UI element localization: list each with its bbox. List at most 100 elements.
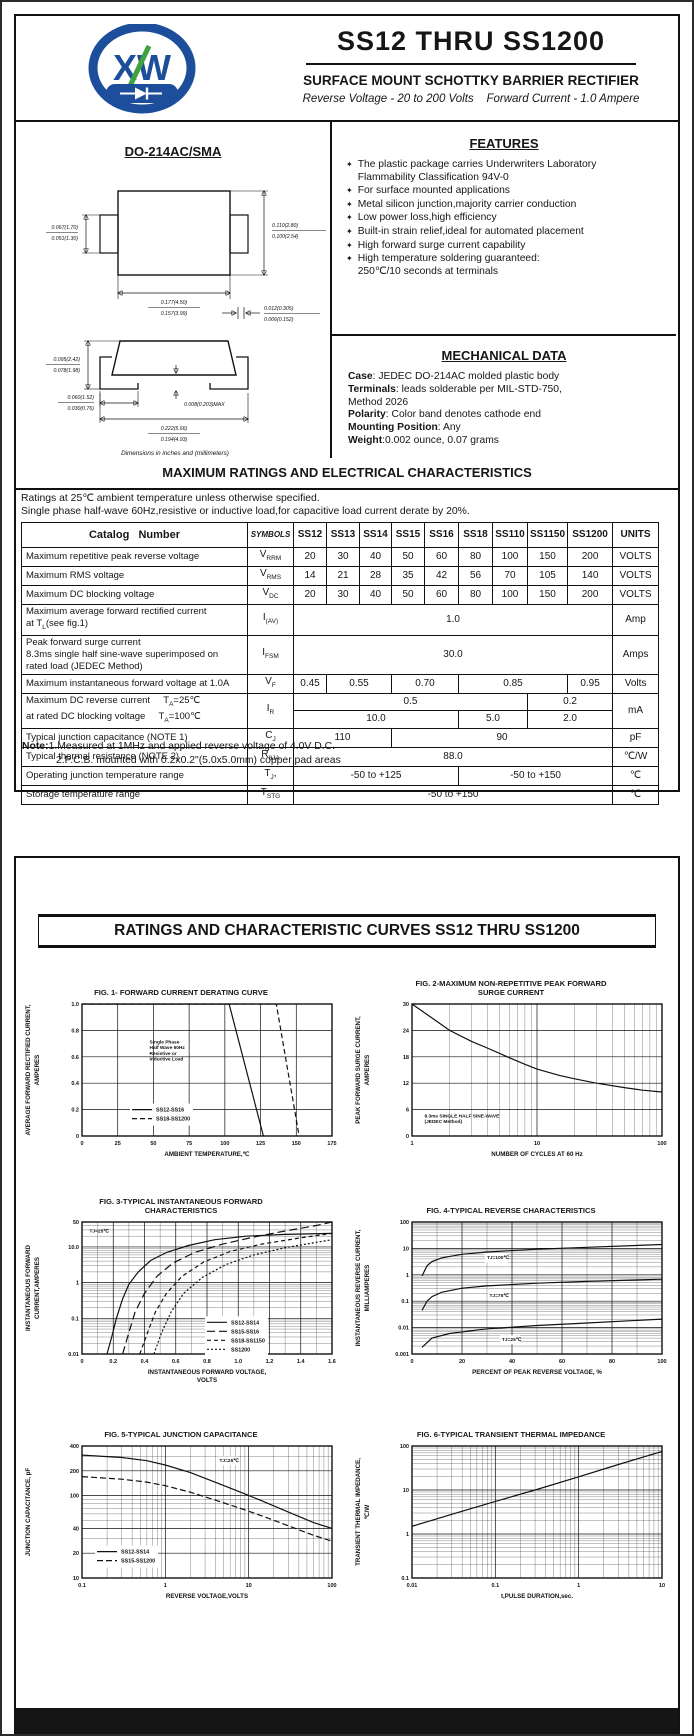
table-header-cell: SS14	[359, 522, 392, 548]
table-cell: ℃	[612, 765, 660, 786]
path-el	[82, 1004, 300, 1136]
text-el: (JEDEC Method)	[425, 1119, 463, 1125]
logo-green-slash	[127, 44, 152, 88]
dim-d-bot: 0.006(0.152)	[264, 317, 294, 323]
tr-el: Catalog Number SYMBOLS SS12 SS13 SS14 SS15 SS1…	[21, 522, 660, 548]
table-cell: 56	[458, 566, 493, 586]
text-el: 0.1	[78, 1583, 86, 1589]
text-el: 0.2	[71, 1108, 79, 1114]
sub-el: F	[271, 681, 276, 689]
logo-letters: XW	[113, 47, 171, 88]
table-cell: 20	[293, 585, 327, 605]
features-heading: FEATURES	[469, 136, 539, 151]
mechanical-data-line: Terminals: leads solderable per MIL-STD-…	[348, 383, 562, 395]
table-cell: -50 to +125	[293, 765, 459, 786]
bullet-icon: ✦	[346, 254, 353, 264]
feature-text: Low power loss,high efficiency	[357, 212, 497, 224]
table-cell: IR	[247, 692, 294, 729]
feature-text: For surface mounted applications	[357, 185, 510, 197]
text-el: 0.4	[141, 1359, 150, 1365]
table-cell: Operating junction temperature range	[21, 765, 248, 786]
text-el: 60	[559, 1359, 565, 1365]
text-el: Single Phase	[150, 1040, 180, 1046]
text-el: 0.1	[401, 1576, 409, 1582]
title-block: SS12 THRU SS1200 SURFACE MOUNT SCHOTTKY …	[271, 26, 671, 105]
ratings-conditions: Ratings at 25℃ ambient temperature unles…	[21, 492, 470, 518]
b-el: Polarity	[348, 409, 386, 421]
mechanical-data-line: Case: JEDEC DO-214AC molded plastic body	[348, 371, 560, 382]
table-header-cell: SS1150	[526, 522, 569, 548]
text-el: 150	[292, 1141, 301, 1147]
path-el	[153, 1239, 332, 1354]
ratings-condition-1: Ratings at 25℃ ambient temperature unles…	[21, 493, 320, 504]
text-el: 30	[403, 1002, 409, 1008]
text-el: 20	[459, 1359, 465, 1365]
text-el: 0	[406, 1134, 409, 1140]
fig4-reverse-characteristics: FIG. 4-TYPICAL REVERSE CHARACTERISTICS 0…	[350, 1196, 672, 1402]
text-el: 0	[76, 1134, 79, 1140]
path-el	[82, 1004, 264, 1136]
text-el: 0.6	[172, 1359, 180, 1365]
text-el: SS1200	[231, 1347, 250, 1353]
table-cell: 0.95	[567, 673, 614, 694]
bullet-icon: ✦	[346, 199, 353, 209]
table-cell: 50	[391, 547, 425, 567]
thead-el: Catalog Number SYMBOLS SS12 SS13 SS14 SS15 SS1…	[21, 522, 660, 548]
table-cell: 5.0	[458, 710, 528, 729]
table-cell: VF	[247, 673, 294, 694]
bullet-icon: ✦	[346, 160, 353, 169]
table-header-cell: SS18	[458, 522, 493, 548]
table-cell: 0.2	[526, 692, 614, 712]
rect-el	[485, 1253, 508, 1263]
tr-el: Maximum instantaneous forward voltage at…	[21, 673, 660, 694]
text-el: 25	[115, 1141, 121, 1147]
dim-g: 0.008(0.203)MAX	[184, 402, 225, 408]
table-header-cell: SS1200	[567, 522, 614, 548]
sub-el: A	[164, 716, 169, 724]
text-el: SS18-SS1200	[156, 1117, 190, 1123]
package-caption: Dimensions in inches and (millimeters)	[121, 450, 229, 457]
text-el: SS12-SS14	[121, 1550, 149, 1556]
text-el: 8.3ms SINGLE HALF SINE-WAVE	[425, 1114, 501, 1120]
fig2-canvas: 1 10 100 0 6 12 18 24 30 8.3ms SINGLE HALF SINE-W…	[355, 1002, 667, 1158]
text-el: 6	[406, 1108, 409, 1114]
text-el: TJ=25℃	[90, 1228, 110, 1235]
text-el: 100	[400, 1220, 409, 1226]
path-el	[82, 1476, 332, 1542]
text-el: 1.0	[71, 1002, 79, 1008]
fig6-title: FIG. 6-TYPICAL TRANSIENT THERMAL IMPEDAN…	[416, 1430, 606, 1439]
text-el: AMPERES	[364, 1055, 371, 1086]
table-cell: IFSM	[247, 634, 294, 675]
text-el: 75	[186, 1141, 192, 1147]
tr-el: Typical junction capacitance (NOTE 1) CJ 1…	[21, 727, 660, 748]
table-header-cell: SS12	[293, 522, 327, 548]
text-el: PEAK FORWARD SURGE CURRENT,	[355, 1016, 362, 1124]
feature-text: Built-in strain relief,ideal for automat…	[357, 225, 584, 237]
text-el: 1.6	[328, 1359, 336, 1365]
table-cell: -50 to +150	[292, 784, 614, 805]
text-el: NUMBER OF CYCLES AT 60 Hz	[491, 1151, 582, 1158]
dim-b-bot: 0.100(2.54)	[272, 234, 299, 240]
text-el: 50	[73, 1220, 79, 1226]
text-el: SS18-SS1150	[231, 1338, 265, 1344]
table-cell: TSTG	[247, 784, 294, 805]
b-el: Case	[348, 371, 373, 382]
text-el: t,PULSE DURATION,sec.	[501, 1593, 573, 1600]
package-right-lead	[209, 356, 249, 390]
text-el: Half Wave 60Hz	[150, 1045, 186, 1051]
text-el: 10	[403, 1246, 409, 1252]
table-cell: 30	[326, 547, 360, 567]
text-el: TJ=25℃	[220, 1457, 240, 1464]
text-el: 100	[400, 1444, 409, 1450]
fig2-title: FIG. 2-MAXIMUM NON-REPETITIVE PEAK FORWA…	[415, 979, 607, 997]
curves-banner-text: RATINGS AND CHARACTERISTIC CURVES SS12 T…	[114, 922, 580, 939]
diode-triangle-icon	[135, 87, 147, 100]
b-el: Note:	[22, 741, 49, 752]
text-el: 20	[73, 1551, 79, 1557]
text-el: 10	[73, 1576, 79, 1582]
tr-el: Peak forward surge current 8.3ms single h…	[21, 634, 660, 675]
features-panel: FEATURES ✦ The plastic package carries Un…	[332, 122, 676, 336]
text-el: 10	[246, 1583, 252, 1589]
text-el: VOLTS	[197, 1377, 217, 1384]
